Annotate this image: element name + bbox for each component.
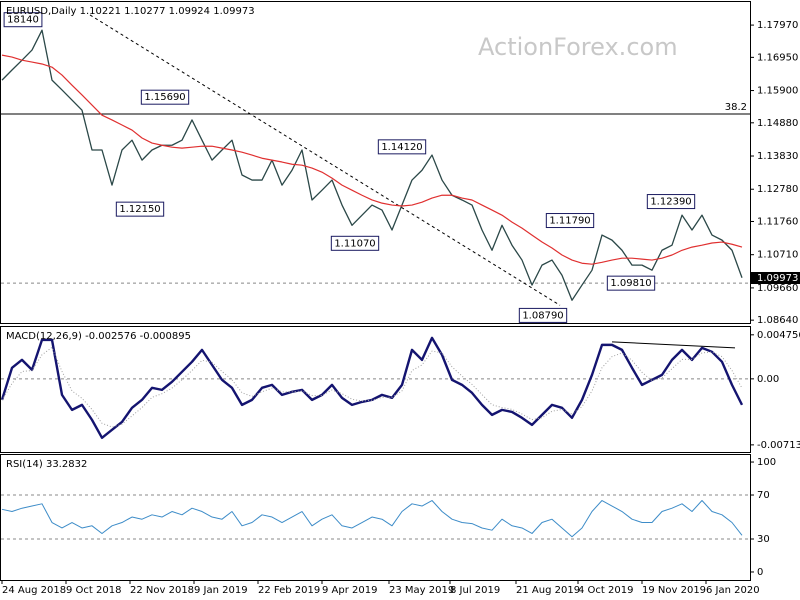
series-line bbox=[1, 54, 743, 265]
x-tick-label: 8 Jul 2019 bbox=[450, 585, 500, 596]
annotation-label: 18140 bbox=[7, 15, 39, 26]
annotation-label: 1.12390 bbox=[650, 197, 691, 208]
x-tick-label: 19 Nov 2019 bbox=[642, 585, 706, 596]
plot-area bbox=[1, 494, 750, 540]
x-tick-label: 22 Feb 2019 bbox=[258, 585, 320, 596]
x-tick-label: 6 Jan 2020 bbox=[706, 585, 760, 596]
series-line bbox=[1, 500, 743, 538]
y-tick-label: 1.11760 bbox=[757, 216, 798, 227]
y-tick-label: 1.14880 bbox=[757, 118, 798, 129]
watermark: ActionForex.com bbox=[478, 33, 678, 61]
annotation-label: 1.11790 bbox=[549, 216, 590, 227]
x-tick-label: 23 May 2019 bbox=[389, 585, 454, 596]
panel-title: RSI(14) 33.2832 bbox=[6, 459, 87, 470]
trendline bbox=[611, 341, 736, 349]
annotation-box bbox=[545, 213, 595, 229]
last-price-box bbox=[750, 271, 800, 284]
y-tick-label: 1.12780 bbox=[757, 184, 798, 195]
x-tick-label: 22 Nov 2018 bbox=[130, 585, 194, 596]
plot-area bbox=[1, 14, 750, 306]
x-tick-label: 9 Jan 2019 bbox=[194, 585, 248, 596]
trendline bbox=[89, 14, 561, 306]
panel-frame bbox=[0, 326, 751, 453]
x-tick-label: 9 Apr 2019 bbox=[322, 585, 377, 596]
annotation-label: 1.12150 bbox=[119, 204, 160, 215]
y-tick-label: -0.00713 bbox=[757, 440, 800, 451]
x-tick-label: 24 Aug 2018 bbox=[2, 585, 66, 596]
y-tick-label: 0.00 bbox=[757, 374, 779, 385]
annotation-box bbox=[140, 89, 190, 105]
annotation-box bbox=[3, 12, 43, 28]
plot-area bbox=[1, 336, 750, 440]
panel-title: MACD(12,26,9) -0.002576 -0.000895 bbox=[6, 331, 191, 342]
panel-frame bbox=[0, 454, 751, 581]
annotation-box bbox=[606, 275, 656, 291]
series-line bbox=[1, 336, 744, 440]
panel-frame bbox=[0, 1, 751, 324]
annotation-box bbox=[330, 235, 380, 251]
y-tick-label: 1.17970 bbox=[757, 20, 798, 31]
y-tick-label: 30 bbox=[757, 534, 770, 545]
annotation-label: 1.14120 bbox=[381, 142, 422, 153]
x-tick-label: 21 Aug 2019 bbox=[516, 585, 580, 596]
y-tick-label: 1.15900 bbox=[757, 86, 798, 97]
annotation-label: 1.15690 bbox=[144, 92, 185, 103]
y-tick-label: 1.08640 bbox=[757, 315, 798, 326]
annotation-box bbox=[518, 307, 568, 323]
y-tick-label: 1.10710 bbox=[757, 250, 798, 261]
annotation-label: 1.08790 bbox=[522, 310, 563, 321]
x-tick-label: 9 Oct 2018 bbox=[66, 585, 121, 596]
annotation-box bbox=[377, 139, 427, 155]
series-line bbox=[1, 29, 743, 301]
y-tick-label: 1.16950 bbox=[757, 52, 798, 63]
level-label: 38.2 bbox=[725, 102, 747, 113]
y-tick-label: 1.13830 bbox=[757, 151, 798, 162]
y-tick-label: 0.004756 bbox=[757, 330, 800, 341]
annotation-label: 1.09810 bbox=[610, 278, 651, 289]
panel-title: EURUSD,Daily 1.10221 1.10277 1.09924 1.0… bbox=[6, 6, 255, 17]
annotation-box bbox=[115, 201, 165, 217]
y-tick-label: 1.09660 bbox=[757, 283, 798, 294]
series-line bbox=[1, 346, 743, 428]
x-tick-label: 4 Oct 2019 bbox=[578, 585, 633, 596]
y-tick-label: 100 bbox=[757, 457, 776, 468]
annotation-label: 1.11070 bbox=[334, 238, 375, 249]
last-price-label: 1.09973 bbox=[757, 273, 798, 284]
y-tick-label: 70 bbox=[757, 490, 770, 501]
y-tick-label: 0 bbox=[757, 567, 763, 578]
annotation-box bbox=[646, 194, 696, 210]
